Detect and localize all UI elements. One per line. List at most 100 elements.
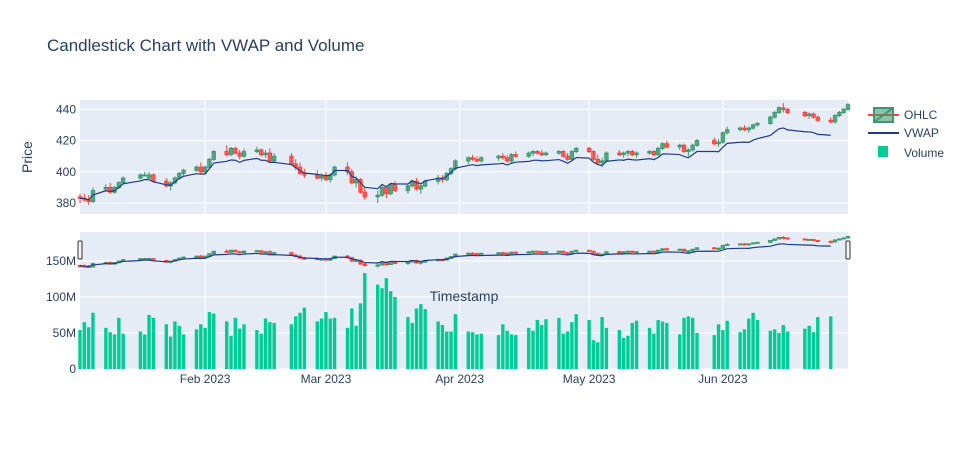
rangeslider-candle bbox=[737, 243, 743, 246]
price-candle bbox=[241, 148, 247, 158]
volume-bar bbox=[751, 312, 755, 369]
volume-bar bbox=[302, 307, 307, 369]
rangeslider-candle bbox=[768, 239, 773, 243]
price-candle bbox=[504, 154, 510, 163]
volume-bar bbox=[574, 314, 578, 369]
volume-bar bbox=[194, 329, 199, 369]
price-candle bbox=[841, 107, 846, 115]
vwap-lines bbox=[80, 127, 831, 268]
rangeslider-candle bbox=[237, 250, 242, 254]
volume-tick-label: 50M bbox=[53, 326, 76, 340]
volume-bar bbox=[665, 322, 669, 369]
volume-bar bbox=[445, 331, 449, 369]
price-candle bbox=[198, 162, 204, 174]
volume-bar bbox=[678, 334, 682, 369]
volume-bar bbox=[324, 312, 328, 369]
volume-bar bbox=[104, 327, 108, 369]
x-tick-label: Mar 2023 bbox=[301, 372, 352, 386]
price-candle bbox=[539, 149, 544, 157]
price-candle bbox=[526, 151, 531, 158]
rangeslider-candle bbox=[405, 261, 411, 265]
volume-bar bbox=[319, 318, 324, 369]
volume-bar bbox=[147, 314, 151, 369]
price-candle bbox=[802, 110, 808, 118]
price-candle bbox=[556, 149, 562, 155]
rangeslider-candle bbox=[362, 262, 367, 267]
price-candle bbox=[716, 139, 721, 147]
rangeslider-candle bbox=[526, 251, 531, 254]
rangeslider-candle bbox=[845, 235, 851, 239]
rangeslider-handle-right[interactable] bbox=[845, 240, 851, 260]
rangeslider-candle bbox=[259, 250, 264, 253]
price-candle bbox=[690, 143, 695, 152]
volume-tick-label: 0 bbox=[69, 362, 76, 376]
legend-item-ohlc[interactable]: OHLC bbox=[868, 107, 938, 123]
gridlines bbox=[80, 100, 848, 370]
volume-bar bbox=[690, 317, 695, 369]
price-candle bbox=[207, 157, 212, 169]
rangeslider-candle bbox=[621, 251, 626, 254]
rangeslider-candle bbox=[750, 242, 756, 245]
volume-bar bbox=[91, 312, 95, 369]
price-axis-title: Price bbox=[19, 141, 35, 173]
legend-label-ohlc: OHLC bbox=[904, 108, 938, 122]
price-candle bbox=[384, 185, 389, 199]
price-candle bbox=[470, 154, 475, 161]
rangeslider-candle bbox=[647, 250, 652, 253]
volume-bar bbox=[242, 324, 246, 369]
rangeslider-candle bbox=[811, 238, 816, 241]
volume-bar bbox=[531, 330, 535, 369]
volume-bar bbox=[86, 327, 91, 369]
volume-bar bbox=[345, 327, 350, 369]
price-candle bbox=[634, 151, 639, 158]
rangeslider-candle bbox=[655, 249, 661, 253]
rangeslider-candle bbox=[591, 250, 596, 255]
volume-bar bbox=[78, 330, 82, 369]
price-candle bbox=[845, 103, 851, 111]
price-candle bbox=[681, 143, 687, 154]
price-candle bbox=[164, 178, 169, 188]
volume-bar bbox=[289, 324, 294, 369]
volume-bar bbox=[229, 335, 233, 369]
price-candle bbox=[509, 153, 514, 163]
volume-bar bbox=[725, 320, 729, 369]
x-tick-label: May 2023 bbox=[563, 372, 616, 386]
price-candle bbox=[806, 112, 812, 119]
legend-label-volume: Volume bbox=[904, 146, 944, 160]
rangeslider-candle bbox=[539, 250, 544, 254]
rangeslider-candle bbox=[716, 247, 721, 250]
rangeslider-handle-left[interactable] bbox=[77, 240, 83, 260]
price-candle bbox=[625, 149, 631, 157]
price-candle bbox=[686, 148, 691, 157]
volume-bar bbox=[712, 335, 716, 369]
price-tick-label: 400 bbox=[56, 165, 76, 179]
volume-bar bbox=[738, 332, 742, 369]
volume-bar bbox=[449, 331, 453, 369]
rangeslider-candle bbox=[664, 247, 669, 251]
volume-bar bbox=[557, 317, 561, 369]
volume-bar bbox=[237, 328, 242, 369]
volume-bar bbox=[384, 278, 389, 369]
volume-bar bbox=[233, 317, 238, 369]
volume-bar bbox=[747, 318, 751, 369]
price-candle bbox=[664, 140, 669, 149]
price-candle bbox=[832, 114, 838, 124]
rangeslider-candle bbox=[772, 238, 777, 241]
volume-bar bbox=[803, 328, 807, 369]
legend-item-volume[interactable]: Volume bbox=[878, 146, 944, 160]
volume-bar bbox=[224, 321, 229, 369]
rangeslider-candle bbox=[530, 250, 536, 253]
volume-bar bbox=[656, 319, 660, 369]
price-candle bbox=[496, 154, 501, 161]
rangeslider-candle bbox=[254, 249, 260, 253]
price-plot-area bbox=[80, 100, 848, 214]
price-candle bbox=[414, 178, 419, 191]
legend-item-vwap[interactable]: VWAP bbox=[868, 126, 939, 140]
price-candle bbox=[405, 184, 411, 194]
rangeslider-candle bbox=[375, 263, 380, 268]
volume-bar bbox=[207, 312, 212, 369]
volume-bar bbox=[570, 322, 574, 369]
rangeslider-candle bbox=[513, 251, 518, 254]
volume-bar bbox=[108, 332, 112, 369]
